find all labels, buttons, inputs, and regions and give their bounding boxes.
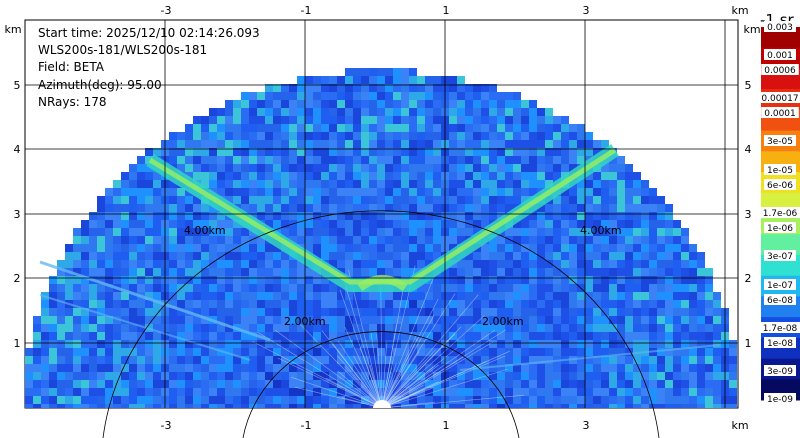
x-axis-bottom: -3 -1 1 3 km (161, 419, 749, 432)
svg-text:1e-09: 1e-09 (767, 395, 793, 405)
y-tick: 3 (14, 208, 21, 221)
x-tick: -1 (301, 4, 312, 17)
y-tick: 1 (14, 337, 21, 350)
colorbar-label: 1e-09 (764, 393, 796, 405)
field-name: Field: BETA (38, 60, 104, 75)
range-ring-4km (102, 210, 660, 438)
y-unit-left: km (4, 23, 21, 36)
svg-text:6e-08: 6e-08 (767, 296, 793, 306)
y-axis-right: km 1 2 3 4 5 (743, 23, 760, 350)
colorbar-label: 0.001 (764, 49, 796, 61)
x-tick: 1 (443, 419, 450, 432)
x-tick: -1 (301, 419, 312, 432)
y-tick: 3 (745, 208, 752, 221)
y-tick: 4 (745, 143, 752, 156)
svg-text:1e-08: 1e-08 (767, 339, 793, 349)
svg-text:0.003: 0.003 (767, 23, 793, 33)
svg-text:3e-09: 3e-09 (767, 367, 793, 377)
colorbar-label: 1.7e-08 (758, 322, 800, 334)
x-tick: -3 (161, 419, 172, 432)
svg-text:0.001: 0.001 (767, 51, 793, 61)
svg-text:1.7e-06: 1.7e-06 (763, 209, 798, 219)
colorbar-label: 0.0001 (761, 107, 799, 119)
start-time: Start time: 2025/12/10 02:14:26.093 (38, 26, 260, 40)
colorbar-label: 3e-05 (764, 135, 796, 147)
x-tick: -3 (161, 4, 172, 17)
svg-text:1e-07: 1e-07 (767, 281, 793, 291)
svg-text:1e-05: 1e-05 (767, 166, 793, 176)
svg-text:0.0001: 0.0001 (764, 109, 796, 119)
colorbar: -1 sr 0.0030.0010.00060.000170.00013e-05… (758, 11, 800, 405)
ring-label-4km-right: 4.00km (580, 224, 622, 237)
svg-text:1.7e-08: 1.7e-08 (763, 324, 798, 334)
colorbar-label: 1e-08 (764, 337, 796, 349)
x-tick: 1 (443, 4, 450, 17)
colorbar-label: 0.00017 (758, 92, 800, 104)
svg-text:0.0006: 0.0006 (764, 66, 796, 76)
info-panel: Start time: 2025/12/10 02:14:26.093 WLS2… (38, 25, 260, 111)
colorbar-label: 6e-08 (764, 294, 796, 306)
colorbar-label: 1e-06 (764, 222, 796, 234)
y-tick: 1 (745, 337, 752, 350)
ring-label-2km-right: 2.00km (482, 315, 524, 328)
range-ring-2km (242, 331, 520, 438)
svg-text:3e-05: 3e-05 (767, 137, 793, 147)
grid (25, 20, 738, 408)
x-unit-bottom: km (731, 419, 748, 432)
colorbar-label: 6e-06 (764, 179, 796, 191)
range-rings (102, 210, 660, 438)
y-tick: 4 (14, 143, 21, 156)
instrument-name: WLS200s-181/WLS200s-181 (38, 43, 208, 58)
colorbar-label: 0.0006 (761, 64, 799, 76)
radar-sweep (25, 68, 737, 408)
svg-text:1e-06: 1e-06 (767, 224, 793, 234)
svg-text:6e-06: 6e-06 (767, 181, 793, 191)
y-tick: 5 (745, 79, 752, 92)
x-tick: 3 (583, 419, 590, 432)
y-tick: 2 (745, 272, 752, 285)
azimuth: Azimuth(deg): 95.00 (38, 77, 162, 92)
x-tick: 3 (583, 4, 590, 17)
svg-text:0.00017: 0.00017 (761, 94, 798, 104)
colorbar-label: 3e-07 (764, 250, 796, 262)
svg-text:3e-07: 3e-07 (767, 252, 793, 262)
y-tick: 2 (14, 272, 21, 285)
x-unit-top: km (731, 4, 748, 17)
colorbar-label: 1.7e-06 (758, 207, 800, 219)
y-axis-left: km 1 2 3 4 5 (4, 23, 21, 350)
nrays: NRays: 178 (38, 94, 107, 109)
colorbar-label: 1e-07 (764, 279, 796, 291)
y-unit-right: km (743, 23, 760, 36)
x-axis-top: -3 -1 1 3 km (161, 4, 749, 17)
ring-label-4km-left: 4.00km (184, 224, 226, 237)
colorbar-label: 1e-05 (764, 164, 796, 176)
colorbar-label: 3e-09 (764, 365, 796, 377)
y-tick: 5 (14, 79, 21, 92)
ring-label-2km-left: 2.00km (284, 315, 326, 328)
colorbar-label: 0.003 (764, 21, 796, 33)
